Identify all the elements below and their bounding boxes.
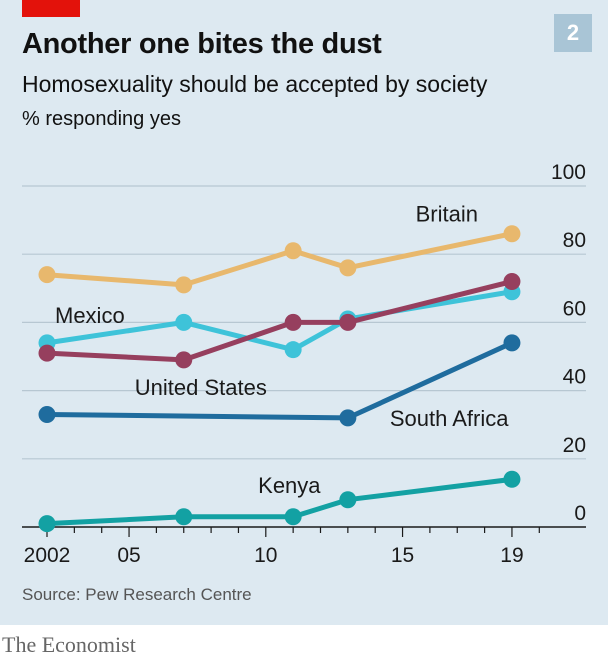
data-point xyxy=(284,508,302,526)
x-tick-label: 15 xyxy=(391,544,414,567)
x-tick-label: 05 xyxy=(117,544,140,567)
data-point xyxy=(175,313,193,331)
series-label: South Africa xyxy=(390,406,509,431)
data-point xyxy=(284,242,302,260)
y-tick-label: 20 xyxy=(563,434,586,457)
data-point xyxy=(175,508,193,526)
figure-number-badge: 2 xyxy=(554,14,592,52)
y-tick-label: 100 xyxy=(551,161,586,184)
x-tick-label: 2002 xyxy=(24,544,71,567)
line-chart: 0 20 40 60 80 100 2002 05 10 15 19 Britain Mexico Un… xyxy=(22,161,586,567)
y-tick-label: 40 xyxy=(563,366,586,389)
y-tick-label: 80 xyxy=(563,229,586,252)
data-point xyxy=(503,470,521,488)
series-label: Kenya xyxy=(258,473,321,498)
publisher-wordmark: The Economist xyxy=(2,632,136,657)
data-point xyxy=(339,409,357,427)
series-label: Britain xyxy=(416,202,478,227)
data-point xyxy=(38,344,56,362)
source-note: Source: Pew Research Centre xyxy=(22,585,252,604)
data-point xyxy=(503,272,521,290)
series-united-states xyxy=(38,272,521,369)
data-point xyxy=(38,266,56,284)
series-britain xyxy=(38,225,521,294)
data-point xyxy=(284,341,302,359)
data-point xyxy=(339,491,357,509)
chart-subtitle: Homosexuality should be accepted by soci… xyxy=(22,71,488,97)
brand-red-tag xyxy=(22,0,80,17)
data-point xyxy=(339,313,357,331)
chart-title: Another one bites the dust xyxy=(22,28,382,60)
x-tick-label: 10 xyxy=(254,544,277,567)
x-tick-label: 19 xyxy=(500,544,523,567)
data-point xyxy=(503,334,521,352)
data-point xyxy=(38,405,56,423)
y-tick-label: 60 xyxy=(563,297,586,320)
series-kenya xyxy=(38,470,521,533)
series-line xyxy=(44,231,515,288)
data-point xyxy=(503,225,521,243)
data-point xyxy=(175,276,193,294)
series-lines xyxy=(38,225,521,533)
series-label: Mexico xyxy=(55,303,125,328)
y-tick-label: 0 xyxy=(574,502,586,525)
data-point xyxy=(175,351,193,369)
chart-unit-note: % responding yes xyxy=(22,108,181,130)
series-south-africa xyxy=(38,334,521,427)
series-label: United States xyxy=(135,375,267,400)
axes: 0 20 40 60 80 100 2002 05 10 15 19 xyxy=(22,161,586,567)
data-point xyxy=(38,515,56,533)
data-point xyxy=(284,313,302,331)
data-point xyxy=(339,259,357,277)
series-labels: Britain Mexico United States South Africa Ke… xyxy=(55,202,509,498)
